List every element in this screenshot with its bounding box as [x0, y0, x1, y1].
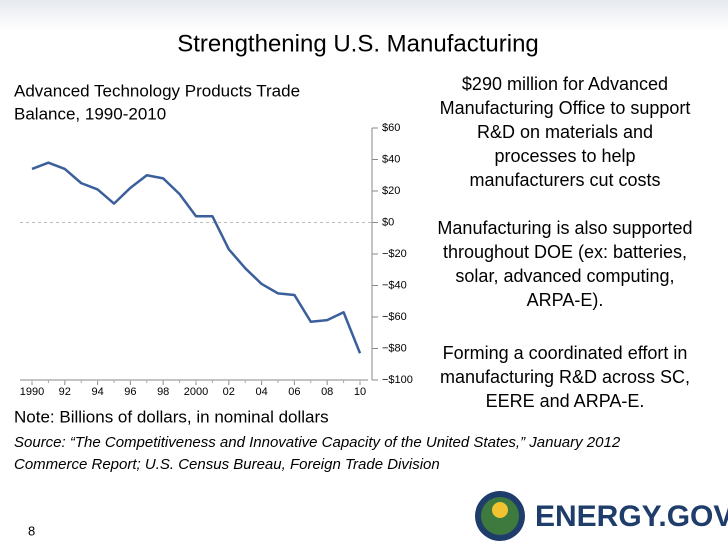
y-tick-label: −$40 — [382, 279, 407, 291]
x-tick-label: 10 — [354, 386, 366, 398]
body-text: throughout DOE (ex: batteries, — [443, 242, 687, 262]
source: Commerce Report; U.S. Census Bureau, For… — [14, 456, 440, 473]
body-text: R&D on materials and — [477, 122, 653, 142]
body-text: Manufacturing is also supported — [437, 218, 692, 238]
body-text: Forming a coordinated effort in — [443, 343, 688, 363]
body-text: manufacturing R&D across SC, — [440, 367, 690, 387]
x-tick-label: 1990 — [20, 386, 44, 398]
x-tick-label: 94 — [91, 386, 103, 398]
y-tick-label: −$60 — [382, 311, 407, 323]
y-tick-label: $0 — [382, 216, 394, 228]
body-text: $290 million for Advanced — [462, 74, 668, 94]
y-tick-label: $60 — [382, 122, 400, 134]
x-tick-label: 92 — [59, 386, 71, 398]
x-tick-label: 06 — [288, 386, 300, 398]
body-text: solar, advanced computing, — [455, 266, 674, 286]
page-number: 8 — [28, 523, 35, 538]
logo-text: ENERGY.GOV — [535, 500, 728, 533]
y-tick-label: −$20 — [382, 248, 407, 260]
x-tick-label: 08 — [321, 386, 333, 398]
y-tick-label: $20 — [382, 185, 400, 197]
y-tick-label: −$100 — [382, 374, 413, 386]
y-tick-label: −$80 — [382, 342, 407, 354]
header-band — [0, 0, 728, 30]
chart-title: Balance, 1990-2010 — [14, 104, 166, 123]
chart-title: Advanced Technology Products Trade — [14, 81, 300, 100]
x-tick-label: 04 — [255, 386, 267, 398]
chart: $60 $40 $20 $0 −$20 −$40 −$60 −$80 −$100 1990 92 94… — [20, 122, 413, 398]
logo: ENERGY.GOV — [475, 491, 728, 541]
x-tick-label: 02 — [223, 386, 235, 398]
body-text: Manufacturing Office to support — [440, 98, 691, 118]
body-text: processes to help — [494, 146, 635, 166]
source: Source: “The Competitiveness and Innovat… — [14, 434, 621, 451]
x-tick-label: 96 — [124, 386, 136, 398]
body-text: EERE and ARPA-E. — [486, 391, 645, 411]
note: Note: Billions of dollars, in nominal do… — [14, 407, 329, 426]
body-text: ARPA-E). — [527, 290, 604, 310]
seal — [492, 502, 508, 518]
x-tick-label: 2000 — [184, 386, 208, 398]
slide-title: Strengthening U.S. Manufacturing — [177, 30, 539, 57]
data-line — [31, 161, 362, 354]
body-text: manufacturers cut costs — [469, 170, 660, 190]
y-tick-label: $40 — [382, 153, 400, 165]
x-tick-label: 98 — [157, 386, 169, 398]
